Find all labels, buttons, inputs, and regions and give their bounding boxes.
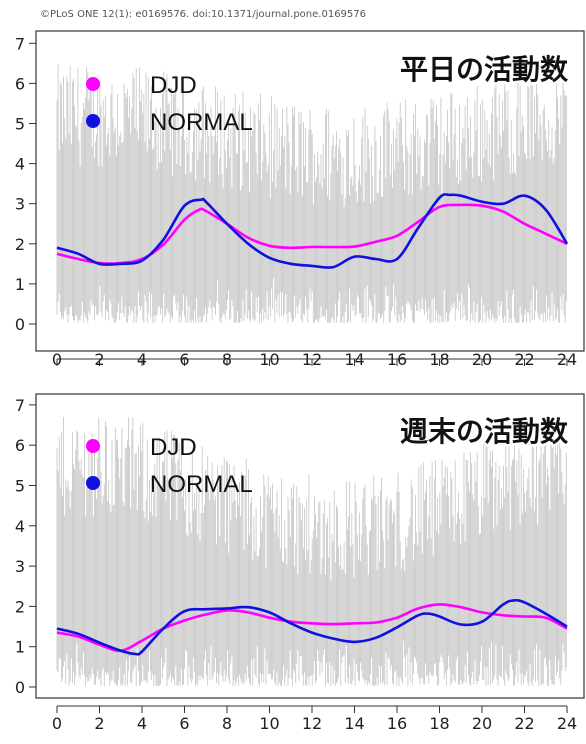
panel-title: 平日の活動数 <box>400 53 569 86</box>
y-tick-label: 6 <box>15 436 25 455</box>
x-tick-label: 24 <box>557 714 577 733</box>
y-tick-label: 7 <box>15 396 25 415</box>
x-tick-label: 24 <box>557 350 577 369</box>
x-tick-label: 10 <box>259 714 279 733</box>
x-tick-label: 20 <box>472 714 492 733</box>
x-tick-label: 8 <box>222 714 232 733</box>
y-tick-label: 3 <box>15 195 25 214</box>
x-tick-label: 4 <box>137 714 147 733</box>
y-tick-label: 3 <box>15 557 25 576</box>
x-tick-label: 18 <box>429 350 449 369</box>
y-tick-label: 4 <box>15 155 25 174</box>
trace-lines <box>56 64 567 323</box>
x-tick-label: 6 <box>179 714 189 733</box>
y-tick-label: 0 <box>15 678 25 697</box>
background-traces <box>56 417 567 686</box>
legend-label-normal: NORMAL <box>150 471 253 498</box>
x-tick-label: 2 <box>94 350 104 369</box>
x-tick-label: 0 <box>52 350 62 369</box>
y-tick-label: 5 <box>15 115 25 134</box>
legend-marker-djd <box>86 439 100 453</box>
x-tick-label: 12 <box>302 714 322 733</box>
y-tick-label: 1 <box>15 275 25 294</box>
series-line-normal <box>56 598 568 656</box>
y-tick-label: 1 <box>15 638 25 657</box>
legend-label-djd: DJD <box>150 72 197 99</box>
y-tick-label: 2 <box>15 235 25 254</box>
x-tick-label: 22 <box>514 350 534 369</box>
y-tick-label: 0 <box>15 315 25 334</box>
x-tick-label: 18 <box>429 714 449 733</box>
x-tick-label: 6 <box>179 350 189 369</box>
series-line-djd <box>56 603 568 653</box>
credit-line: ©PLoS ONE 12(1): e0169576. doi:10.1371/j… <box>40 9 367 20</box>
plot-frame <box>35 393 585 699</box>
x-tick-label: 16 <box>387 714 407 733</box>
y-tick-label: 5 <box>15 477 25 496</box>
plot-frame <box>35 30 585 352</box>
series-line-normal <box>56 193 569 269</box>
x-tick-label: 14 <box>344 350 364 369</box>
trace-lines <box>56 417 567 686</box>
x-tick-label: 10 <box>259 350 279 369</box>
x-tick-label: 20 <box>472 350 492 369</box>
y-tick-label: 4 <box>15 517 25 536</box>
legend-marker-normal <box>86 476 100 490</box>
x-tick-label: 4 <box>137 350 147 369</box>
x-tick-label: 14 <box>344 714 364 733</box>
panel-title: 週末の活動数 <box>400 415 569 448</box>
legend-marker-djd <box>86 77 100 91</box>
x-tick-label: 0 <box>52 714 62 733</box>
legend-marker-normal <box>86 114 100 128</box>
y-tick-label: 6 <box>15 74 25 93</box>
x-tick-label: 16 <box>387 350 407 369</box>
y-tick-label: 7 <box>15 34 25 53</box>
x-tick-label: 22 <box>514 714 534 733</box>
x-tick-label: 2 <box>94 714 104 733</box>
background-traces <box>56 64 567 323</box>
x-tick-label: 12 <box>302 350 322 369</box>
legend-label-djd: DJD <box>150 434 197 461</box>
y-tick-label: 2 <box>15 597 25 616</box>
x-tick-label: 8 <box>222 350 232 369</box>
legend-label-normal: NORMAL <box>150 109 253 136</box>
